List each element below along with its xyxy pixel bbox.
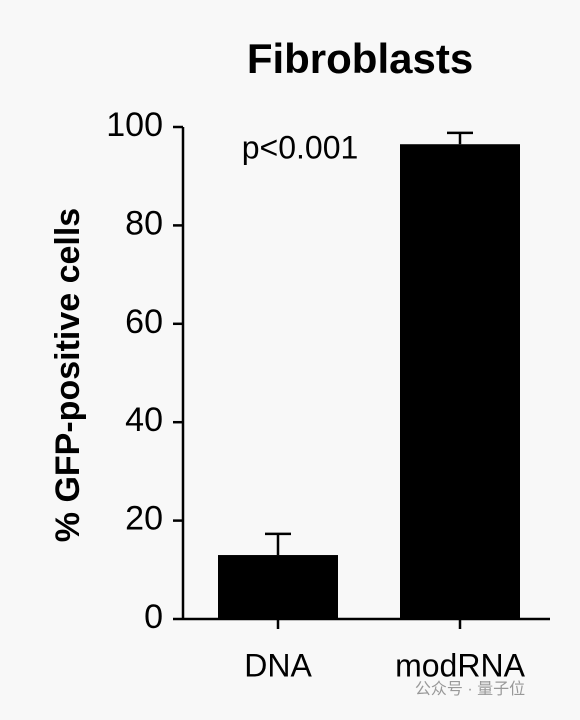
annotation: p<0.001 xyxy=(242,129,359,165)
watermark: 公众号 · 量子位 xyxy=(415,680,525,698)
bar xyxy=(218,555,338,619)
y-tick-label: 0 xyxy=(144,598,163,636)
x-tick-label: DNA xyxy=(244,647,312,683)
bar xyxy=(400,144,520,619)
y-tick-label: 80 xyxy=(125,204,163,242)
chart-title: Fibroblasts xyxy=(247,35,473,82)
y-tick-label: 100 xyxy=(106,106,163,144)
y-axis-label: % GFP-positive cells xyxy=(49,208,87,542)
x-tick-label: modRNA xyxy=(395,647,525,683)
y-tick-label: 40 xyxy=(125,401,163,439)
y-tick-label: 20 xyxy=(125,500,163,538)
y-tick-label: 60 xyxy=(125,303,163,341)
